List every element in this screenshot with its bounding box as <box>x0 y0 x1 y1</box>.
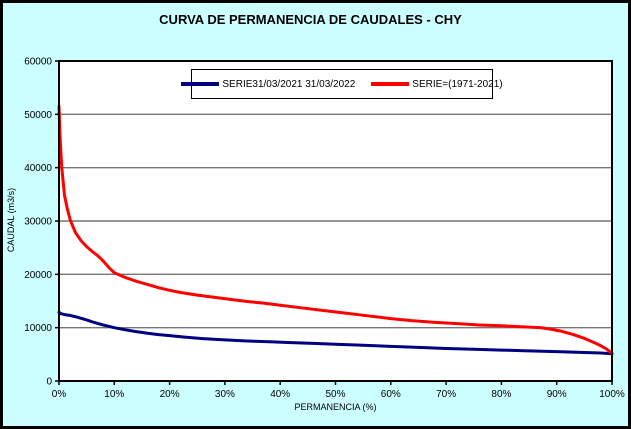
legend-item-serie-1971-2021: SERIE=(1971-2021) <box>371 78 503 90</box>
x-tick-label: 50% <box>325 389 345 400</box>
y-tick-label: 20000 <box>24 270 52 281</box>
y-tick-label: 30000 <box>24 217 52 228</box>
chart-canvas: 0 10000 20000 30000 40000 50000 60000 0% 10% 20% 3… <box>24 57 625 401</box>
series-line-1 <box>57 104 614 355</box>
x-tick-label: 30% <box>215 389 235 400</box>
legend-item-serie-2021-2022: SERIE31/03/2021 31/03/2022 <box>181 79 355 90</box>
x-tick-label: 40% <box>270 389 290 400</box>
navy-line-swatch <box>181 82 220 86</box>
legend-label-serie-1971-2021: SERIE=(1971-2021) <box>412 78 503 90</box>
x-tick-label: 90% <box>547 389 567 400</box>
y-tick-label: 0 <box>46 377 52 388</box>
y-tick-label: 40000 <box>24 163 52 174</box>
series-line-0 <box>57 310 614 356</box>
x-tick-label: 20% <box>160 389 180 400</box>
x-tick-label: 0% <box>52 389 67 400</box>
y-tick-label: 50000 <box>24 110 52 121</box>
x-tick-label: 70% <box>436 389 456 400</box>
y-axis-title: CAUDAL (m3/s) <box>6 187 16 253</box>
y-tick-label: 60000 <box>24 57 52 68</box>
x-tick-label: 80% <box>491 389 511 400</box>
x-tick-label: 60% <box>381 389 401 400</box>
red-line-swatch <box>371 82 410 86</box>
x-tick-label: 10% <box>104 389 124 400</box>
chart-title: CURVA DE PERMANENCIA DE CAUDALES - CHY <box>159 12 462 27</box>
legend-box: SERIE31/03/2021 31/03/2022 SERIE=(1971-2… <box>181 69 503 99</box>
x-axis-title: PERMANENCIA (%) <box>294 402 377 412</box>
x-tick-label: 100% <box>599 389 625 400</box>
y-tick-label: 10000 <box>24 323 52 334</box>
legend-label-serie-2021-2022: SERIE31/03/2021 31/03/2022 <box>222 78 356 90</box>
